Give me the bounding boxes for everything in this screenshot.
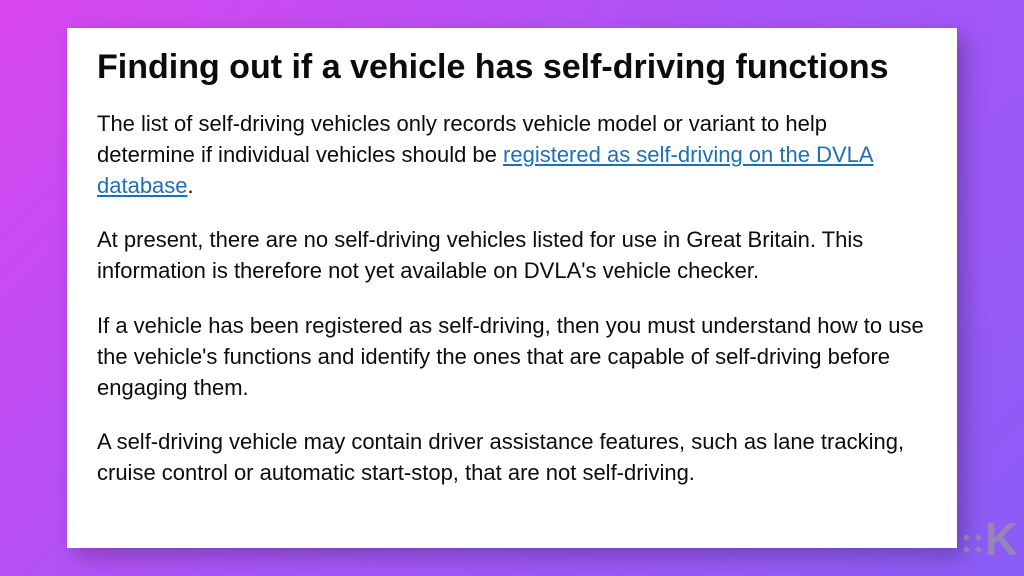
paragraph-1: The list of self-driving vehicles only r… [97,109,927,201]
paragraph-2: At present, there are no self-driving ve… [97,225,927,287]
watermark-letter: K [985,521,1016,558]
content-card: Finding out if a vehicle has self-drivin… [67,28,957,548]
paragraph-3: If a vehicle has been registered as self… [97,311,927,403]
paragraph-4: A self-driving vehicle may contain drive… [97,427,927,489]
watermark-dots [964,535,981,552]
article-heading: Finding out if a vehicle has self-drivin… [97,48,927,87]
paragraph-1-text-after: . [188,173,194,198]
watermark: K [964,521,1016,558]
